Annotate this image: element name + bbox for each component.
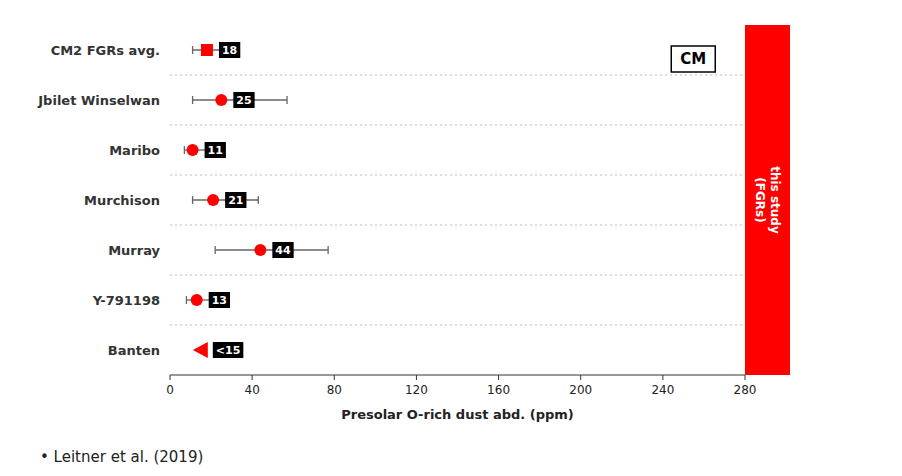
x-tick xyxy=(745,375,746,380)
data-label-bg xyxy=(213,342,244,358)
x-tick-label: 80 xyxy=(327,383,342,397)
error-cap xyxy=(192,46,193,54)
group-label-box xyxy=(671,46,715,72)
x-tick xyxy=(416,375,417,380)
data-label-bg xyxy=(205,142,226,158)
data-label: <15 xyxy=(216,344,241,357)
error-cap xyxy=(258,196,259,204)
y-tick-label: Jbilet Winselwan xyxy=(37,93,160,108)
marker xyxy=(207,194,219,206)
x-tick xyxy=(580,375,581,380)
sidebar-label-line: this study xyxy=(768,166,782,234)
data-label: 13 xyxy=(212,294,227,307)
x-tick-label: 200 xyxy=(569,383,592,397)
y-tick-label: CM2 FGRs avg. xyxy=(51,43,160,58)
x-tick-label: 280 xyxy=(734,383,757,397)
error-cap xyxy=(192,96,193,104)
data-label: 18 xyxy=(222,44,237,57)
chart: 0 40 80 120 160 200 240 280 Presolar O-rich dust… xyxy=(0,0,902,476)
error-cap xyxy=(192,196,193,204)
error-cap xyxy=(215,246,216,254)
error-cap xyxy=(327,246,328,254)
x-tick xyxy=(662,375,663,380)
error-cap xyxy=(286,96,287,104)
marker xyxy=(191,294,203,306)
source-note: • Leitner et al. (2019) xyxy=(40,448,203,466)
sidebar-label: this study(FGRs) xyxy=(753,166,782,234)
error-cap xyxy=(186,296,187,304)
sidebar xyxy=(745,25,790,375)
error-bar xyxy=(215,249,328,250)
row-divider xyxy=(170,75,745,76)
data-label: 11 xyxy=(208,144,223,157)
data-label-bg xyxy=(233,92,254,108)
row-divider xyxy=(170,325,745,326)
x-axis-line xyxy=(170,375,745,376)
group-label: CM xyxy=(680,50,706,68)
data-label-bg xyxy=(219,42,240,58)
data-label-bg xyxy=(209,292,230,308)
y-tick-label: Murchison xyxy=(84,193,160,208)
x-tick xyxy=(252,375,253,380)
marker xyxy=(215,94,227,106)
row-divider xyxy=(170,225,745,226)
marks xyxy=(184,44,328,358)
x-axis-label: Presolar O-rich dust abd. (ppm) xyxy=(341,407,574,422)
data-label: 44 xyxy=(275,244,291,257)
row-divider xyxy=(170,275,745,276)
marker xyxy=(201,44,213,56)
x-tick-label: 120 xyxy=(405,383,428,397)
x-tick xyxy=(170,375,171,380)
x-tick-label: 40 xyxy=(245,383,260,397)
x-tick xyxy=(334,375,335,380)
row-divider xyxy=(170,175,745,176)
x-tick-label: 240 xyxy=(651,383,674,397)
data-label-bg xyxy=(225,192,246,208)
error-cap xyxy=(184,146,185,154)
data-label-bg xyxy=(272,242,293,258)
row-divider xyxy=(170,125,745,126)
sidebar-label-line: (FGRs) xyxy=(753,177,767,222)
plot-area xyxy=(170,25,745,375)
x-tick-label: 0 xyxy=(166,383,174,397)
marker xyxy=(187,144,199,156)
data-label: 21 xyxy=(228,194,243,207)
data-label: 25 xyxy=(236,94,251,107)
marker xyxy=(254,244,266,256)
y-tick-label: Maribo xyxy=(109,143,160,158)
marker xyxy=(193,342,208,358)
y-tick-label: Banten xyxy=(108,343,160,358)
y-tick-label: Murray xyxy=(108,243,160,258)
y-tick-label: Y-791198 xyxy=(92,293,160,308)
x-tick-label: 160 xyxy=(487,383,510,397)
x-tick xyxy=(498,375,499,380)
